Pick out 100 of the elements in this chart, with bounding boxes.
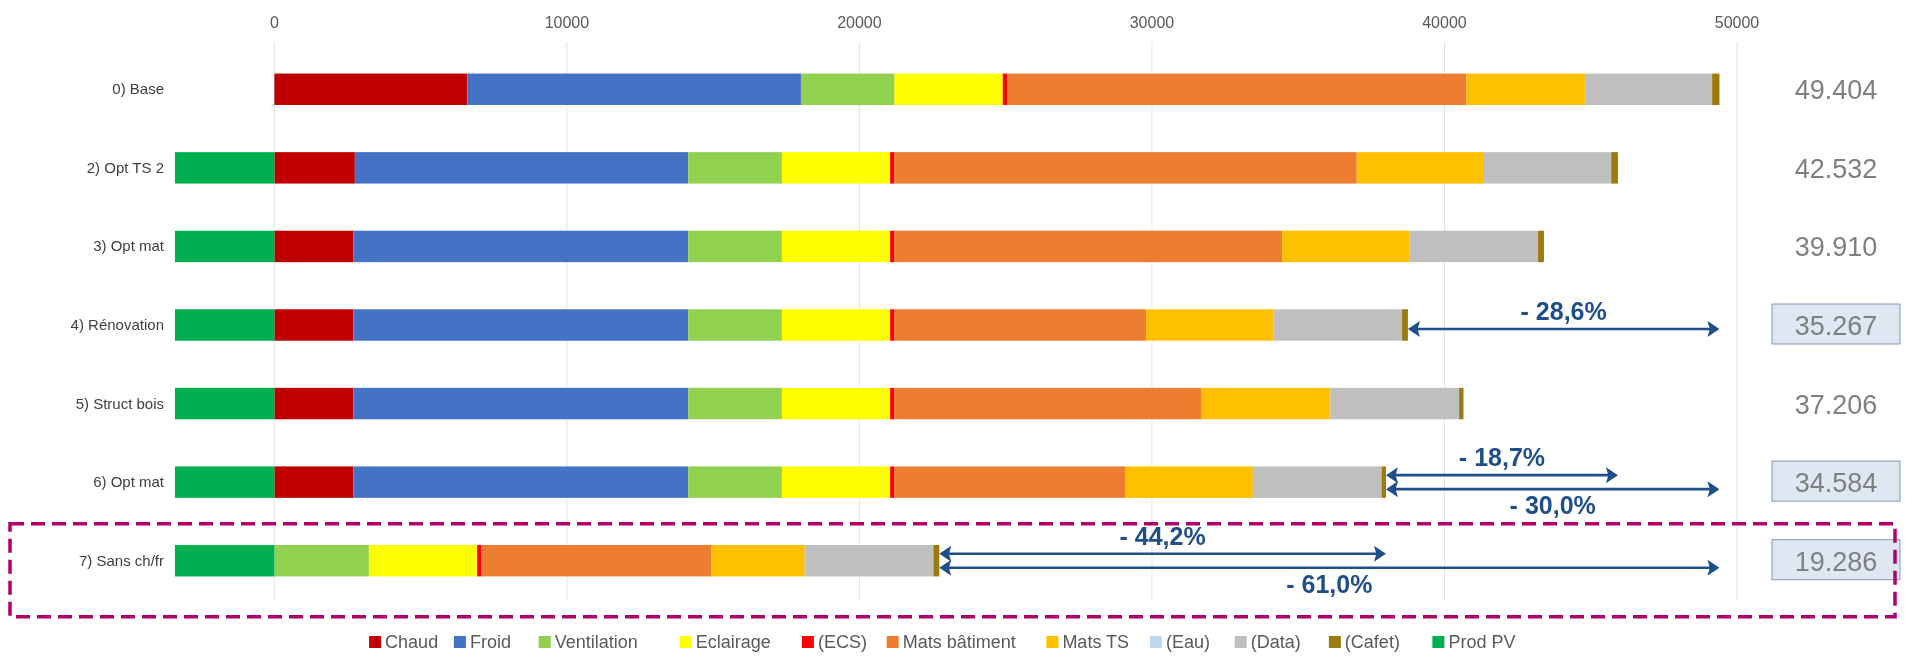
bar xyxy=(890,152,895,184)
bar xyxy=(353,230,689,263)
bar xyxy=(894,466,1126,498)
bar xyxy=(711,545,805,577)
bar xyxy=(1125,466,1253,498)
bar xyxy=(688,466,782,498)
bar xyxy=(1402,309,1408,341)
x-tick-label: 20000 xyxy=(837,14,882,31)
bar xyxy=(1282,230,1410,263)
bar xyxy=(894,387,1202,420)
bar xyxy=(894,152,1357,184)
text: 49.404 xyxy=(1794,75,1878,106)
bar xyxy=(274,309,354,341)
bar xyxy=(1201,387,1331,420)
bar xyxy=(1409,230,1539,263)
bar xyxy=(174,309,275,341)
bar xyxy=(1712,73,1720,105)
bar xyxy=(174,387,275,420)
legend-label: (Cafet) xyxy=(1344,632,1400,652)
bar xyxy=(781,230,891,263)
bar xyxy=(1459,387,1464,420)
legend-label: Mats TS xyxy=(1062,632,1130,652)
bar xyxy=(1330,387,1460,420)
bar xyxy=(933,545,940,577)
x-tick-label: 50000 xyxy=(1714,14,1760,31)
bar xyxy=(174,230,275,263)
annotation: - 30,0% xyxy=(1509,491,1596,520)
bar xyxy=(688,152,782,184)
bar xyxy=(894,309,1147,341)
bar xyxy=(890,230,895,263)
bar xyxy=(804,545,934,577)
bar xyxy=(781,466,891,498)
bar xyxy=(174,152,275,184)
bar xyxy=(894,73,1003,105)
bar xyxy=(467,73,801,105)
bar xyxy=(890,466,895,498)
bar xyxy=(353,466,689,498)
legend-label: Mats bâtiment xyxy=(902,632,1016,652)
bar xyxy=(354,152,689,184)
y-tick-label: 7) Sans ch/fr xyxy=(78,551,164,569)
x-tick-label: 0 xyxy=(269,14,279,31)
y-tick-label: 5) Struct bois xyxy=(75,394,164,412)
bar xyxy=(1483,152,1612,184)
bar xyxy=(781,152,891,184)
text: 39.910 xyxy=(1794,232,1878,263)
bar xyxy=(1356,152,1484,184)
x-tick-label: 40000 xyxy=(1422,14,1467,31)
bar xyxy=(1273,309,1403,341)
bar xyxy=(481,545,712,577)
x-tick-label: 30000 xyxy=(1129,14,1175,31)
legend-label: (Data) xyxy=(1250,632,1301,652)
bar xyxy=(174,545,275,577)
bar xyxy=(781,309,891,341)
legend-label: Prod PV xyxy=(1448,632,1516,652)
bar xyxy=(894,230,1283,263)
bar xyxy=(688,387,782,420)
bar xyxy=(1611,152,1618,184)
y-tick-label: 2) Opt TS 2 xyxy=(86,158,164,176)
bar xyxy=(890,309,895,341)
y-tick-label: 4) Rénovation xyxy=(70,316,164,333)
bar xyxy=(688,309,782,341)
y-tick-label: 6) Opt mat xyxy=(93,473,165,491)
legend-label: (Eau) xyxy=(1165,632,1210,652)
bar xyxy=(1252,466,1382,498)
annotation: - 18,7% xyxy=(1458,443,1546,472)
legend-label: Ventilation xyxy=(554,632,638,652)
bar xyxy=(1538,230,1544,263)
legend-label: Froid xyxy=(469,632,511,652)
bar xyxy=(353,309,689,341)
bar xyxy=(274,73,468,105)
bar xyxy=(174,466,275,498)
annotation: - 61,0% xyxy=(1286,569,1373,598)
bar xyxy=(1381,466,1386,498)
bar xyxy=(274,466,354,498)
legend-label: Chaud xyxy=(385,632,439,652)
text: 34.584 xyxy=(1794,468,1878,499)
bar xyxy=(1007,73,1467,105)
bar xyxy=(274,545,369,577)
annotation: - 44,2% xyxy=(1119,521,1206,550)
bar xyxy=(1002,73,1008,105)
bar xyxy=(800,73,895,105)
x-tick-label: 10000 xyxy=(544,14,590,31)
text: 42.532 xyxy=(1794,153,1878,184)
bar xyxy=(1466,73,1585,105)
bar xyxy=(688,230,782,263)
bar xyxy=(1146,309,1274,341)
bar xyxy=(274,387,354,420)
bar xyxy=(274,152,355,184)
bar xyxy=(781,387,891,420)
y-tick-label: 0) Base xyxy=(112,80,164,98)
annotation: - 28,6% xyxy=(1520,297,1607,325)
bar xyxy=(477,545,482,577)
bar xyxy=(274,230,354,263)
text: 37.206 xyxy=(1794,389,1878,420)
legend-label: (ECS) xyxy=(817,632,867,652)
bar xyxy=(890,387,895,420)
bar xyxy=(368,545,478,577)
bar xyxy=(353,387,689,420)
bar xyxy=(1584,73,1713,105)
legend-label: Eclairage xyxy=(695,632,771,652)
